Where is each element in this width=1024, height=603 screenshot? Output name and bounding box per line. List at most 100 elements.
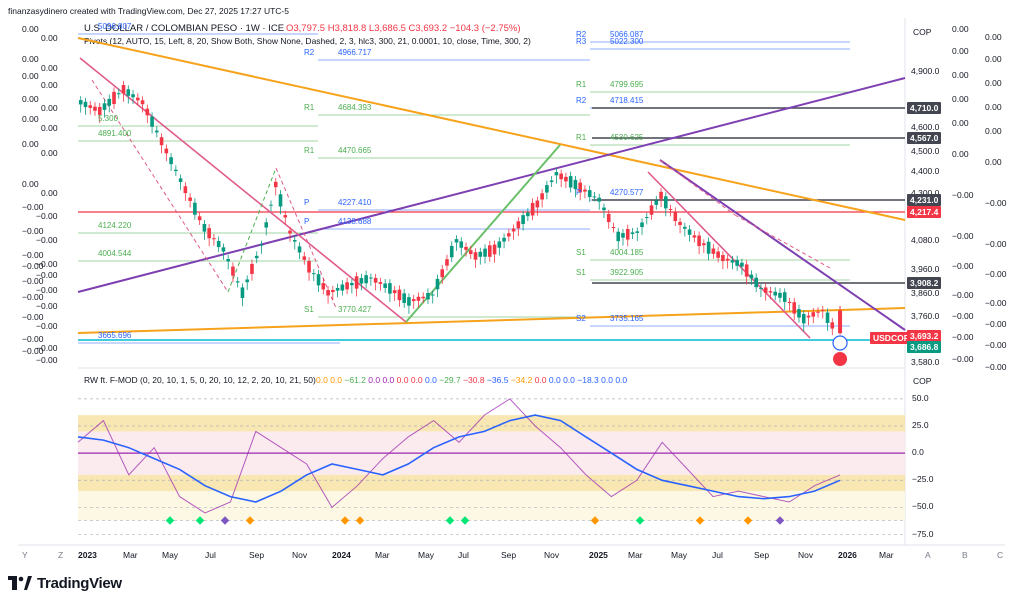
green-dashed-swing[interactable] — [227, 167, 277, 293]
candle-body — [440, 269, 445, 278]
candle-body — [554, 172, 559, 176]
candle-body — [526, 212, 530, 217]
bottom-right-c-button[interactable]: C — [997, 550, 1004, 560]
candle-body — [782, 292, 787, 302]
candle-body — [411, 299, 416, 302]
zero-value-label: −0.00 — [952, 290, 974, 300]
currency-label[interactable]: COP — [913, 27, 932, 37]
candle-body — [107, 98, 112, 106]
tradingview-brand: TradingView — [37, 574, 122, 592]
candle-body — [269, 204, 273, 206]
bottom-left-z-button[interactable]: Z — [58, 550, 64, 560]
zero-value-label: −0.00 — [985, 298, 1007, 308]
pivot-level-value: 4004.185 — [610, 248, 644, 257]
candle-body — [664, 196, 668, 209]
candle-body — [706, 241, 711, 254]
zero-value-label: 0.00 — [41, 33, 58, 43]
candle-body — [245, 279, 250, 283]
pivots-indicator-legend[interactable]: Pivots (12, AUTO, 15, Left, 8, 20, Show … — [84, 36, 531, 46]
candle-body — [202, 223, 207, 232]
candle-body — [521, 215, 525, 225]
zero-value-label: −0.00 — [952, 231, 974, 241]
candle-body — [597, 197, 602, 202]
candle-body — [673, 211, 678, 222]
zero-value-label: −0.00 — [36, 235, 58, 245]
green-rally-line[interactable] — [405, 144, 561, 323]
symbol-title[interactable]: U.S. DOLLAR / COLOMBIAN PESO · 1W · ICE — [84, 23, 285, 34]
candle-body — [768, 291, 773, 293]
candle-body — [559, 173, 563, 180]
candle-body — [668, 209, 673, 211]
pink-dashed-swing[interactable] — [275, 167, 337, 309]
osc-axis-tick: 0.0 — [912, 447, 924, 458]
zero-value-label: 0.00 — [952, 149, 969, 159]
candle-body — [811, 312, 816, 317]
osc-signal-marker — [743, 516, 753, 525]
candle-body — [516, 221, 521, 229]
pivot-level-tag: S1 — [576, 268, 586, 277]
oscillator-value: 0.0 — [534, 375, 549, 385]
price-tag: 3,693.2 — [907, 330, 942, 342]
candle-body — [464, 246, 468, 250]
bottom-right-b-button[interactable]: B — [962, 550, 968, 560]
oscillator-indicator-legend[interactable]: RW ft. F-MOD (0, 20, 10, 1, 5, 0, 20, 10… — [84, 375, 316, 385]
pivot-level-value: 5066.087 — [610, 30, 644, 39]
pivot-level-tag: R1 — [304, 103, 315, 112]
candle-body — [511, 228, 516, 232]
zero-value-label: 0.00 — [22, 114, 39, 124]
candle-body — [820, 309, 825, 311]
candle-body — [549, 180, 554, 183]
candle-body — [825, 312, 830, 323]
oscillator-value: 0.0 — [316, 375, 331, 385]
candle-body — [454, 239, 459, 243]
zero-value-label: 0.00 — [22, 24, 39, 34]
candle-body — [459, 241, 464, 248]
time-axis-tick: Jul — [205, 550, 216, 560]
zero-value-label: 0.00 — [22, 54, 39, 64]
time-axis-tick: Nov — [292, 550, 308, 560]
pink-channel-line[interactable] — [79, 57, 407, 323]
zero-value-label: 0.00 — [41, 103, 58, 113]
candle-body — [649, 205, 654, 215]
orange-support-line[interactable] — [77, 307, 906, 334]
candle-body — [587, 190, 592, 198]
candle-body — [654, 200, 659, 205]
pink-dashed-swing[interactable] — [659, 159, 736, 216]
zero-value-label: −0.00 — [952, 261, 974, 271]
candle-body — [150, 116, 154, 127]
candle-body — [292, 239, 297, 242]
pink-dashed-swing[interactable] — [91, 79, 229, 293]
candle-body — [763, 287, 768, 293]
time-axis-tick: Jul — [458, 550, 469, 560]
candle-body — [78, 100, 83, 105]
bottom-right-a-button[interactable]: A — [925, 550, 931, 560]
zero-value-label: −0.00 — [22, 276, 44, 286]
zero-value-label: −0.00 — [36, 285, 58, 295]
price-tag: USDCOP — [870, 332, 913, 344]
orange-downtrend-line[interactable] — [77, 37, 906, 221]
bottom-left-y-button[interactable]: Y — [22, 550, 28, 560]
last-candle-body[interactable] — [838, 310, 843, 334]
oscillator-value: 0.0 — [368, 375, 383, 385]
oscillator-value: 0.0 — [615, 375, 628, 385]
candle-body — [402, 293, 406, 303]
price-tag: 4,710.0 — [907, 102, 942, 114]
pink-downtrend-line[interactable] — [647, 171, 811, 339]
price-axis-tick: 4,900.0 — [911, 66, 940, 76]
candle-body — [806, 315, 811, 318]
zero-value-label: −0.00 — [952, 311, 974, 321]
candle-body — [568, 176, 573, 188]
price-axis-tick: 4,080.0 — [911, 235, 940, 245]
flag-icon[interactable] — [833, 352, 848, 366]
candle-body — [88, 105, 93, 108]
candle-body — [288, 230, 292, 234]
price-axis-tick: 3,860.0 — [911, 288, 940, 298]
zero-value-label: −0.00 — [985, 269, 1007, 279]
zero-value-label: −0.00 — [36, 211, 58, 221]
purple-uptrend-line[interactable] — [77, 77, 906, 293]
alert-icon[interactable] — [832, 335, 848, 351]
purple-downtrend-line[interactable] — [659, 159, 906, 331]
time-axis-tick: Sep — [501, 550, 517, 560]
candle-body — [449, 245, 454, 258]
